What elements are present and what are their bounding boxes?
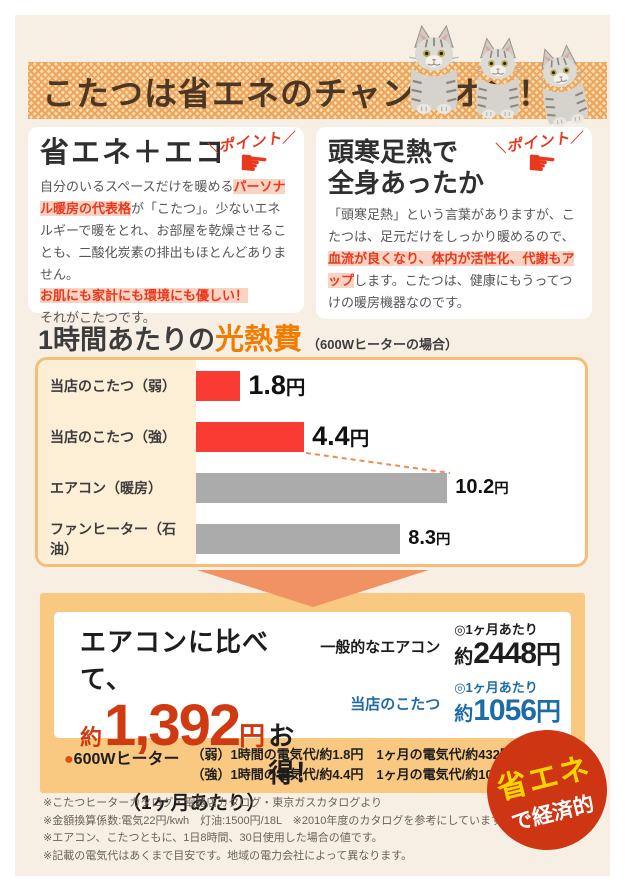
comparison-amount: 2448 — [473, 636, 537, 670]
footnote-line: ※記載の電気代はあくまで目安です。地域の電力会社によって異なります。 — [43, 849, 413, 862]
bar-value: 8.3円 — [408, 527, 451, 549]
chart-category-label: 当店のこたつ（強） — [38, 411, 196, 462]
kitten-icon — [474, 37, 522, 120]
point-badge: ＼ポイント／ ☛ — [491, 125, 589, 185]
savings-box: エアコンに比べて、 約 1,392 円 お得！ （1ヶ月あたり） 一般的なエアコ… — [54, 612, 571, 814]
title-line: 頭寒足熱で — [328, 137, 459, 167]
bar-kotatsu-high — [196, 421, 305, 452]
chart-row: 当店のこたつ（弱） 1.8円 — [38, 360, 585, 411]
kitten-icon — [408, 24, 460, 116]
savings-lead: エアコンに比べて、 — [80, 627, 270, 694]
title-line: 全身あったか — [328, 167, 485, 198]
pointing-hand-icon: ☛ — [236, 143, 271, 185]
chart-row: ファンヒーター（石油） 8.3円 — [38, 513, 585, 564]
footnote-line: ※金額換算係数:電気22円/kwh 灯油:1500円/18L ※2010年度のカ… — [43, 814, 512, 827]
comparison-name: 一般的なエアコン — [320, 638, 441, 656]
page-title: こたつは省エネのチャンピオン！ — [42, 74, 552, 112]
card-title-zukan: 頭寒足熱で 全身あったか — [328, 137, 580, 198]
footnotes: ※こたつヒーターカタログ・電器店カタログ・東京ガスカタログより ※金額換算係数:… — [43, 795, 512, 865]
card-energy-eco: ＼ポイント／ ☛ 省エネ＋エコ 自分のいるスペースだけを暖めるパーソナル暖房の代… — [28, 125, 304, 325]
chart-row: 当店のこたつ（強） 4.4円 — [38, 411, 585, 462]
savings-tail: お得！ — [268, 721, 321, 788]
chart-title-accent: 光熱費 — [215, 324, 303, 356]
savings-unit: 円 — [239, 721, 266, 751]
bar-value: 4.4円 — [312, 421, 370, 451]
heater-label: 600Wヒーター — [73, 751, 180, 768]
bar-kotatsu-low — [196, 370, 241, 401]
comparison-row-kotatsu: 当店のこたつ ◎1ヶ月あたり 約 1056 円 — [350, 680, 561, 728]
down-arrow-icon — [197, 570, 429, 607]
card-body-energy-eco: 自分のいるスペースだけを暖めるパーソナル暖房の代表格が「こたつ」。少ないエネルギ… — [40, 176, 292, 329]
card-title-energy-eco: 省エネ＋エコ — [40, 137, 227, 169]
heater-line-weak: （弱）1時間の電気代/約1.8円 1ヶ月の電気代/約432円 — [191, 747, 513, 762]
savings-summary: エアコンに比べて、 約 1,392 円 お得！ （1ヶ月あたり） — [54, 612, 320, 814]
card-body-zukan: 「頭寒足熱」という言葉がありますが、こたつは、足元だけをしっかり暖めるので、血流… — [328, 204, 580, 313]
card-zukan-sokunetsu: ＼ポイント／ ☛ 頭寒足熱で 全身あったか 「頭寒足熱」という言葉がありますが、… — [316, 127, 592, 319]
chart-row: エアコン（暖房） 10.2円 — [38, 462, 585, 513]
body-text: 自分のいるスペースだけを暖める — [40, 179, 234, 195]
comparison-list: 一般的なエアコン ◎1ヶ月あたり 約 2448 円 当店のこたつ ◎1ヶ月あたり 約… — [320, 612, 579, 738]
chart-category-label: 当店のこたつ（弱） — [38, 360, 196, 411]
body-text: します。こたつは、健康にもうってつけの暖房機器なのです。 — [328, 272, 573, 310]
kittens-illustration — [392, 18, 602, 132]
heater-line-strong: （強）1時間の電気代/約4.4円 1ヶ月の電気代/約1056円 — [191, 766, 521, 782]
chart-title-prefix: 1時間あたりの — [38, 325, 216, 355]
footnote-line: ※エアコン、こたつともに、1日8時間、30日使用した場合の値です。 — [43, 832, 383, 845]
comparison-amount: 1056 — [473, 694, 537, 728]
cost-bar-chart: 当店のこたつ（弱） 1.8円 当店のこたつ（強） 4.4円 エアコン（暖房） 1… — [35, 357, 588, 567]
comparison-row-aircon: 一般的なエアコン ◎1ヶ月あたり 約 2448 円 — [320, 622, 561, 670]
comparison-name: 当店のこたつ — [350, 696, 441, 714]
highlighted-text: お肌にも家計にも環境にも優しい！ — [40, 288, 249, 304]
savings-amount: 1,392 — [104, 693, 241, 758]
chart-heading: 1時間あたりの 光熱費 （600Wヒーターの場合） — [38, 316, 458, 358]
chart-category-label: エアコン（暖房） — [38, 462, 196, 513]
bar-value: 1.8円 — [248, 370, 306, 400]
pointing-hand-icon: ☛ — [524, 143, 559, 185]
savings-approx: 約 — [80, 725, 103, 750]
savings-per-note: （1ヶ月あたり） — [122, 793, 266, 814]
body-text: 「頭寒足熱」という言葉がありますが、こたつは、足元だけをしっかり暖めるので、 — [328, 207, 575, 245]
body-text: それがこたつです。 — [40, 310, 156, 326]
heater-note: ●600Wヒーター （弱）1時間の電気代/約1.8円 1ヶ月の電気代/約432円… — [64, 745, 520, 784]
body-text: が「こたつ」。少ないエネルギーで暖をとれ、お部屋を乾燥させることも、二酸化炭素の… — [40, 201, 287, 282]
tick-right: ／ — [281, 129, 296, 146]
bullet-icon: ● — [64, 751, 74, 768]
bar-aircon — [196, 472, 448, 503]
chart-title-note: （600Wヒーターの場合） — [307, 337, 459, 352]
chart-category-label: ファンヒーター（石油） — [38, 513, 196, 564]
kitten-icon — [532, 42, 592, 130]
comparison-per: ◎1ヶ月あたり — [454, 622, 538, 638]
footnote-line: ※こたつヒーターカタログ・電器店カタログ・東京ガスカタログより — [43, 797, 382, 809]
bar-fanheater — [196, 523, 401, 554]
point-badge: ＼ポイント／ ☛ — [203, 125, 301, 185]
bar-value: 10.2円 — [455, 476, 509, 498]
tick-right: ／ — [569, 129, 584, 146]
comparison-per: ◎1ヶ月あたり — [454, 680, 538, 695]
